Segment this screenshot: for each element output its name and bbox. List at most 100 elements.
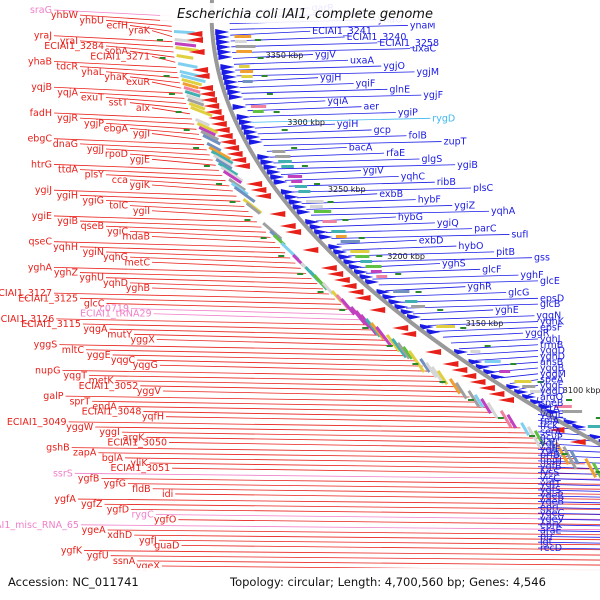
gene-label[interactable]: glcG — [508, 288, 529, 299]
gene-label[interactable]: ECIAI1_3049 — [7, 417, 67, 428]
gene-label[interactable]: galP — [43, 391, 63, 402]
gene-label[interactable]: mltC — [62, 345, 85, 356]
gene-label[interactable]: rygC — [132, 510, 155, 521]
gene-label[interactable]: ygiK — [129, 180, 150, 191]
gene-label[interactable]: exuT — [81, 93, 104, 104]
gene-label[interactable]: ubiH — [540, 456, 562, 467]
gene-label[interactable]: yhaB — [28, 56, 52, 67]
gene-label[interactable]: yqhG — [103, 252, 128, 263]
gene-label[interactable]: lgt — [540, 537, 553, 548]
gene-label[interactable]: ygjF — [423, 90, 443, 101]
gene-label[interactable]: yghK — [540, 317, 565, 328]
gene-label[interactable]: ptr — [540, 531, 554, 542]
gene-label[interactable]: yghS — [442, 258, 466, 269]
gene-label[interactable]: tolC — [109, 201, 128, 212]
gene-label[interactable]: yhbU — [79, 15, 104, 26]
gene-label[interactable]: nupG — [35, 365, 60, 376]
gene-label[interactable]: yqfH — [142, 412, 164, 423]
gene-label[interactable]: ygfS — [540, 485, 561, 496]
gene-label[interactable]: yghJ — [540, 334, 560, 345]
gene-label[interactable]: fadH — [30, 108, 52, 119]
gene-label[interactable]: plsC — [473, 183, 494, 194]
gene-label[interactable]: ygjV — [315, 49, 336, 60]
gene-label[interactable]: prfB — [540, 450, 560, 461]
gene-label[interactable]: rpiA — [540, 415, 560, 426]
gene-label[interactable]: yggV — [137, 386, 162, 397]
gene-label[interactable]: ygiZ — [454, 200, 475, 211]
gene-label[interactable]: ygiC — [107, 226, 128, 237]
gene-label[interactable]: bacA — [349, 142, 373, 153]
gene-label[interactable]: araE — [540, 526, 562, 537]
gene-label[interactable]: ECIAI1_3115 — [21, 319, 81, 330]
gene-label[interactable]: ygjJ — [87, 144, 104, 155]
gene-label[interactable]: mutY — [107, 329, 132, 340]
gene-label[interactable]: qseC — [29, 237, 53, 248]
gene-label[interactable]: ygfB — [540, 462, 562, 473]
gene-label[interactable]: ygeX — [136, 561, 160, 572]
gene-label[interactable]: glnE — [389, 84, 410, 95]
gene-label[interactable]: yraI — [60, 36, 78, 47]
gene-label[interactable]: ygeV — [540, 514, 564, 525]
gene-label[interactable]: ECIAI1_3125 — [18, 293, 78, 304]
gene-label[interactable]: gcvP — [540, 433, 563, 444]
gene-label[interactable]: yqgT — [64, 371, 88, 382]
gene-label[interactable]: metK — [89, 376, 115, 387]
gene-label[interactable]: dnaG — [53, 139, 78, 150]
gene-label[interactable]: exbB — [379, 189, 403, 200]
gene-label[interactable]: ygiQ — [437, 218, 459, 229]
gene-label[interactable]: pitB — [496, 247, 515, 258]
gene-label[interactable]: tdcR — [56, 62, 78, 73]
gene-label[interactable]: ygfZ — [81, 499, 103, 510]
gene-label[interactable]: hybG — [398, 212, 423, 223]
gene-label[interactable]: plsY — [85, 170, 105, 181]
gene-label[interactable]: ssrS — [53, 468, 73, 479]
gene-label[interactable]: ecfH — [106, 20, 128, 31]
gene-label[interactable]: yqgC — [111, 355, 136, 366]
gene-label[interactable]: hybF — [418, 195, 441, 206]
gene-label[interactable]: glcC — [84, 298, 105, 309]
gene-label[interactable]: ygfA — [54, 494, 76, 505]
gene-label[interactable]: zupT — [444, 137, 467, 148]
gene-label[interactable]: yqeC — [540, 508, 564, 519]
gene-label[interactable]: yqiA — [327, 96, 348, 107]
gene-label[interactable]: folB — [409, 131, 427, 142]
gene-label[interactable]: yghB — [126, 283, 150, 294]
gene-label[interactable]: yhaM — [410, 20, 436, 31]
gene-label[interactable]: ebgC — [27, 134, 52, 145]
gene-label[interactable]: glcB — [540, 299, 560, 310]
gene-label[interactable]: ygfT — [540, 479, 561, 490]
gene-label[interactable]: aer — [364, 102, 380, 113]
gene-label[interactable]: ygfK — [61, 546, 83, 557]
gene-label[interactable]: ygiB — [57, 216, 78, 227]
gene-label[interactable]: ECIAI1_3240 — [347, 32, 407, 43]
gene-label[interactable]: ygiH — [337, 119, 358, 130]
gene-label[interactable]: serA — [540, 427, 562, 438]
gene-label[interactable]: idi — [162, 489, 173, 500]
gene-label[interactable]: sprT — [69, 396, 90, 407]
gene-label[interactable]: yhbW — [51, 10, 79, 21]
gene-label[interactable]: yqhC — [401, 171, 426, 182]
gene-label[interactable]: ygiJ — [35, 185, 52, 196]
gene-label[interactable]: yqjB — [31, 82, 52, 93]
gene-label[interactable]: rygD — [432, 113, 455, 124]
gene-label[interactable]: yggD — [540, 386, 565, 397]
gene-label[interactable]: argO — [540, 392, 563, 403]
gene-label[interactable]: ECIAI1_3241 — [312, 26, 372, 37]
gene-label[interactable]: epsF — [540, 322, 562, 333]
gene-label[interactable]: yggM — [540, 369, 566, 380]
gene-label[interactable]: ygiN — [83, 247, 104, 258]
gene-label[interactable]: ygiP — [398, 108, 418, 119]
gene-label[interactable]: yqjA — [57, 87, 78, 98]
gene-label[interactable]: ECIAI1_3258 — [379, 38, 439, 49]
gene-label[interactable]: ECIAI1_3048 — [82, 407, 142, 418]
gene-label[interactable]: ECIAI1_misc_RNA_65 — [0, 520, 79, 531]
gene-label[interactable]: speA — [540, 375, 564, 386]
gene-label[interactable]: glcE — [540, 276, 560, 287]
gene-label[interactable]: yghE — [495, 305, 519, 316]
gene-label[interactable]: ygiH — [57, 190, 78, 201]
gene-label[interactable]: yggB — [540, 363, 564, 374]
gene-label[interactable]: yghA — [28, 262, 53, 273]
gene-label[interactable]: yghF — [520, 270, 543, 281]
gene-label[interactable]: yghD — [540, 351, 565, 362]
gene-label[interactable]: qseB — [81, 221, 104, 232]
